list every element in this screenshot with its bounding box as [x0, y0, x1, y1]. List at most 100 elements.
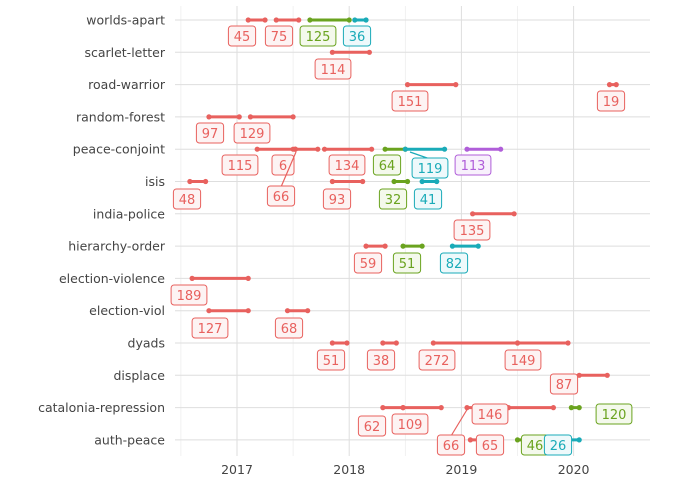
- segment-end-point: [346, 17, 352, 23]
- segment-start-point: [189, 275, 195, 281]
- data-label: 129: [240, 127, 265, 142]
- segment-end-point: [296, 17, 302, 23]
- segment-start-point: [470, 211, 476, 217]
- data-label-box: [436, 434, 466, 456]
- x-tick-label: 2019: [445, 462, 477, 477]
- data-label: 82: [446, 257, 463, 272]
- data-label: 115: [228, 159, 253, 174]
- data-label-box: [353, 252, 383, 274]
- data-label: 151: [398, 95, 423, 110]
- segment-end-point: [202, 178, 209, 185]
- segment-end-point: [393, 340, 399, 346]
- segment-end-point: [245, 275, 251, 281]
- segment-end-point: [441, 146, 448, 152]
- segment-end-point: [475, 243, 481, 249]
- segment-start-point: [273, 17, 279, 23]
- label-leader-line: [280, 151, 297, 188]
- segment-end-point: [245, 308, 251, 314]
- segment-start-point: [400, 243, 406, 249]
- data-label: 127: [198, 322, 223, 337]
- data-label: 41: [420, 193, 437, 208]
- data-label-box: [454, 154, 492, 176]
- y-tick-label: election-viol: [89, 303, 165, 318]
- segment-end-point: [369, 146, 375, 152]
- segment-start-point: [307, 17, 313, 23]
- data-label-box: [342, 25, 372, 47]
- data-label: 109: [398, 418, 423, 433]
- segment-end-point: [236, 114, 242, 120]
- data-label-box: [439, 252, 469, 274]
- data-label: 66: [443, 439, 460, 454]
- segment-start-point: [419, 178, 425, 185]
- data-label: 64: [379, 159, 396, 174]
- segment-end-point: [419, 243, 425, 249]
- y-tick-label: election-violence: [59, 271, 165, 286]
- data-label-box: [314, 58, 352, 80]
- segments: [187, 17, 619, 443]
- segment-start-point: [321, 146, 328, 152]
- data-label: 46: [527, 439, 544, 454]
- data-label-box: [328, 154, 366, 176]
- segment-end-point: [292, 146, 298, 152]
- segment-start-point: [352, 17, 358, 23]
- y-tick-label: peace-conjoint: [73, 142, 165, 157]
- segment-start-point: [400, 405, 406, 411]
- y-tick-label: worlds-apart: [86, 13, 165, 28]
- data-label-box: [264, 25, 294, 47]
- x-axis-labels: 2017 2018 2019 2020: [221, 462, 589, 477]
- data-label-box: [233, 122, 271, 144]
- data-label: 120: [602, 408, 627, 423]
- data-label-box: [595, 403, 633, 425]
- data-label: 113: [461, 159, 486, 174]
- segment-start-point: [380, 340, 386, 346]
- y-tick-label: india-police: [93, 206, 165, 221]
- data-label-box: [372, 154, 402, 176]
- data-label: 189: [177, 289, 202, 304]
- data-label-box: [471, 403, 509, 425]
- segment-end-point: [344, 340, 350, 346]
- y-tick-label: scarlet-letter: [84, 45, 165, 60]
- data-label-box: [392, 252, 422, 274]
- data-label-box: [299, 25, 337, 47]
- data-label: 114: [321, 63, 346, 78]
- data-label: 149: [511, 354, 536, 369]
- segment-start-point: [187, 178, 193, 185]
- data-label-box: [413, 188, 443, 210]
- segment-end-point: [576, 405, 582, 411]
- data-label-box: [543, 434, 573, 456]
- segment-end-point: [363, 17, 369, 23]
- segment-start-point: [329, 340, 335, 346]
- data-label: 146: [478, 408, 503, 423]
- data-label-box: [391, 90, 429, 112]
- segment-start-point: [284, 308, 291, 314]
- data-label-box: [357, 415, 387, 437]
- data-label: 68: [281, 322, 298, 337]
- segment-end-point: [550, 405, 557, 411]
- data-label-box: [266, 185, 296, 207]
- segment-start-point: [329, 49, 335, 55]
- segment-start-point: [464, 146, 470, 152]
- segment-end-point: [404, 178, 411, 185]
- segment-start-point: [206, 114, 212, 120]
- segment-start-point: [382, 146, 388, 152]
- segment-start-point: [402, 146, 408, 152]
- data-label-box: [596, 90, 626, 112]
- data-label-box: [274, 317, 304, 339]
- data-label: 59: [360, 257, 377, 272]
- segment-end-point: [305, 308, 311, 314]
- data-label: 119: [418, 162, 443, 177]
- data-label: 93: [329, 193, 346, 208]
- data-label-box: [322, 188, 352, 210]
- data-label: 36: [349, 30, 366, 45]
- segment-start-point: [514, 437, 521, 443]
- data-label: 48: [179, 193, 196, 208]
- segment-end-point: [498, 146, 504, 152]
- y-tick-label: isis: [145, 174, 165, 189]
- y-tick-label: random-forest: [76, 109, 165, 124]
- data-label-box: [475, 434, 505, 456]
- segment-start-point: [247, 114, 254, 120]
- data-label: 75: [271, 30, 288, 45]
- data-label: 51: [323, 354, 340, 369]
- segment-end-point: [290, 114, 296, 120]
